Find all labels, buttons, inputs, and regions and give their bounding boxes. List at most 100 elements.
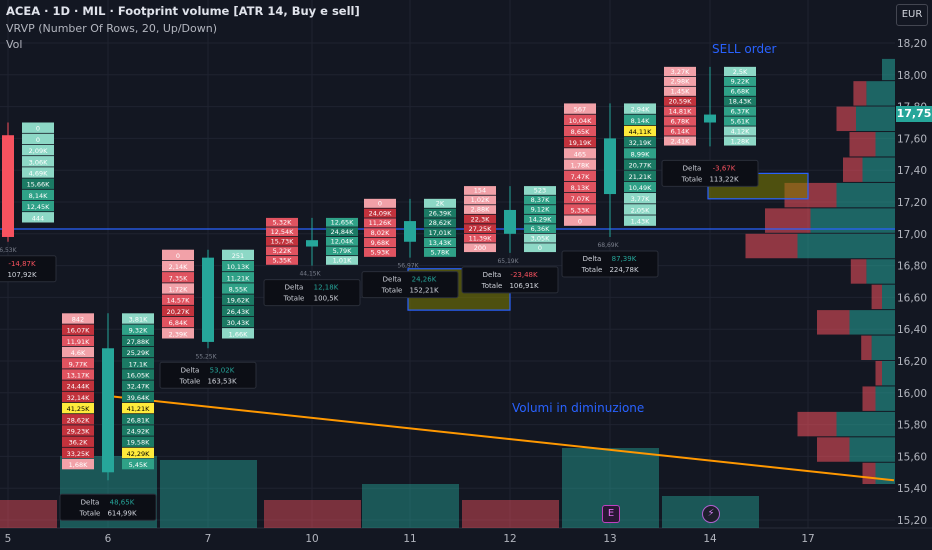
delta-value: -14,87K (8, 260, 36, 268)
price-axis (895, 0, 932, 550)
delta-label: Delta (583, 255, 602, 263)
footprint-buy-cell (222, 283, 254, 294)
volume-profile-buy-bar (849, 437, 895, 462)
footprint-sell-value: 1,78K (571, 162, 590, 170)
footprint-sell-cell (162, 283, 194, 294)
volume-profile-buy-bar (866, 81, 895, 106)
volume-profile-buy-bar (866, 259, 895, 284)
footprint-sell-cell (62, 324, 94, 335)
footprint-buy-cell (724, 76, 756, 86)
volume-label: Vol (6, 38, 23, 51)
volume-profile-sell-bar (745, 233, 798, 259)
footprint-sell-cell (564, 125, 596, 137)
footprint-sell-cell (664, 86, 696, 96)
footprint-buy-cell (122, 447, 154, 459)
footprint-sell-cell (62, 346, 94, 358)
footprint-sell-cell (664, 136, 696, 146)
footprint-sell-value: 1,72K (169, 286, 188, 294)
footprint-buy-cell (524, 205, 556, 214)
delta-box-bg (461, 266, 559, 294)
footprint-buy-value: 8,14K (29, 192, 48, 200)
footprint-buy-value: 10,13K (227, 263, 251, 271)
footprint-buy-value: 11,21K (227, 274, 251, 282)
footprint-sell-value: 19,19K (569, 139, 593, 147)
split-event-icon[interactable]: ⚡ (702, 505, 720, 523)
footprint-sell-cell (162, 316, 194, 328)
total-value: 224,78K (609, 266, 638, 274)
footprint-buy-value: 4,69K (29, 170, 48, 178)
footprint-buy-cell (122, 414, 154, 425)
footprint-sell-value: 4,6K (71, 349, 86, 357)
footprint-sell-value: 14,57K (167, 297, 191, 305)
volume-decline-annotation: Volumi in diminuzione (512, 401, 645, 415)
footprint-buy-value: 24,92K (127, 428, 151, 436)
footprint-sell-cell (364, 218, 396, 228)
footprint-buy-value: 32,47K (127, 383, 151, 391)
footprint-buy-cell (326, 236, 358, 246)
footprint-buy-cell (122, 369, 154, 380)
volume-profile-buy-bar (836, 411, 895, 437)
footprint-buy-value: 6,37K (731, 108, 750, 116)
footprint-buy-cell (122, 346, 154, 358)
sell-order-annotation: SELL order (712, 42, 777, 56)
footprint-buy-value: 0 (538, 244, 542, 252)
footprint-sell-cell (464, 224, 496, 233)
footprint-buy-cell (424, 218, 456, 228)
footprint-buy-value: 39,64K (127, 394, 151, 402)
delta-value: 12,18K (314, 284, 339, 292)
footprint-sell-value: 2,88K (471, 206, 490, 214)
footprint-sell-cell (162, 272, 194, 283)
footprint-buy-value: 9,32K (129, 327, 148, 335)
volume-profile-sell-bar (871, 284, 882, 310)
volume-profile-sell-bar (836, 106, 856, 132)
footprint-buy-value: 41,21K (127, 405, 151, 413)
footprint-sell-cell (664, 116, 696, 126)
total-label: Totale (681, 175, 703, 183)
footprint-buy-cell (424, 198, 456, 208)
delta-value: 24,26K (412, 276, 437, 284)
earnings-event-icon[interactable]: E (602, 505, 620, 523)
footprint-buy-cell (724, 96, 756, 106)
footprint-sell-cell (62, 358, 94, 369)
delta-box-bg (159, 361, 257, 389)
footprint-buy-cell (624, 181, 656, 193)
footprint-buy-cell (724, 106, 756, 116)
footprint-sell-cell (162, 260, 194, 272)
footprint-sell-cell (564, 204, 596, 215)
footprint-buy-value: 4,12K (731, 127, 750, 135)
total-value: 163,53K (207, 377, 236, 385)
footprint-sell-value: 32,14K (67, 394, 91, 402)
footprint-buy-cell (122, 402, 154, 414)
total-value: 100,5K (314, 295, 339, 303)
footprint-buy-cell (122, 391, 154, 403)
delta-box (59, 493, 157, 521)
footprint-sell-value: 6,84K (169, 319, 188, 327)
footprint-buy-cell (724, 126, 756, 136)
footprint-sell-value: 24,09K (369, 209, 393, 217)
footprint-buy-value: 2,5K (733, 68, 748, 76)
volume-profile-sell-bar (853, 81, 867, 106)
footprint-buy-value: 251 (232, 252, 244, 260)
footprint-buy-value: 21,21K (629, 173, 653, 181)
footprint-sell-cell (162, 249, 194, 261)
footprint-buy-cell (524, 224, 556, 233)
price-tick-label: 17,00 (897, 229, 927, 241)
footprint-buy-cell (22, 122, 54, 133)
footprint-buy-value: 3,05K (531, 234, 550, 242)
footprint-buy-value: 19,58K (127, 439, 151, 447)
footprint-sell-cell (464, 214, 496, 224)
footprint-sell-value: 2,41K (671, 137, 690, 145)
delta-value: 48,65K (110, 498, 135, 506)
footprint-buy-value: 2,05K (631, 206, 650, 214)
currency-button[interactable]: EUR (896, 4, 928, 26)
footprint-sell-cell (564, 114, 596, 126)
delta-box (263, 279, 361, 307)
total-value: 614,99K (107, 509, 136, 517)
footprint-buy-value: 8,55K (229, 286, 248, 294)
footprint-sell-value: 1,02K (471, 196, 490, 204)
volume-profile-buy-bar (882, 284, 895, 310)
footprint-sell-value: 28,62K (67, 416, 91, 424)
footprint-buy-value: 12,65K (331, 218, 355, 226)
volume-profile-buy-bar (836, 182, 895, 208)
